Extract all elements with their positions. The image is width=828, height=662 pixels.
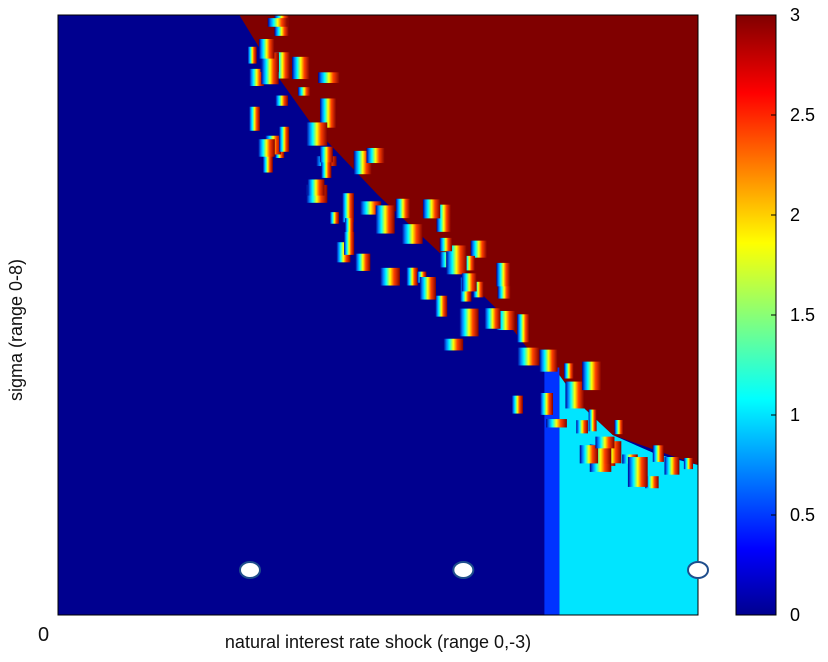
y-axis-label: sigma (range 0-8) xyxy=(6,258,26,402)
transition-cell xyxy=(540,393,554,415)
colorbar-tick-label: 3 xyxy=(790,5,801,25)
transition-cell xyxy=(614,420,624,435)
transition-cell xyxy=(422,199,441,219)
transition-cell xyxy=(446,245,467,275)
transition-cell xyxy=(576,420,588,434)
transition-cell xyxy=(297,87,311,96)
transition-cell xyxy=(582,361,602,391)
transition-cell xyxy=(249,68,265,86)
colorbar-tick-label: 1.5 xyxy=(790,305,816,325)
transition-cell xyxy=(262,149,273,173)
transition-cell xyxy=(579,445,599,464)
boundary-transition-cells xyxy=(247,15,694,489)
transition-cell xyxy=(511,395,523,414)
transition-cell xyxy=(342,193,354,223)
colorbar-tick-label: 2 xyxy=(790,205,801,225)
transition-cell xyxy=(565,381,585,409)
transition-cell xyxy=(459,308,479,337)
transition-cell xyxy=(279,126,290,152)
region-blue-column xyxy=(544,367,560,615)
transition-cell xyxy=(261,55,279,85)
transition-cell xyxy=(546,419,567,428)
colorbar xyxy=(735,14,777,616)
transition-cell xyxy=(645,476,659,489)
transition-cell xyxy=(664,457,680,475)
transition-cell xyxy=(247,46,257,64)
colorbar-tick-label: 0 xyxy=(790,605,801,625)
transition-cell xyxy=(517,314,530,343)
transition-cell xyxy=(401,224,423,244)
marker-point xyxy=(239,561,261,579)
transition-cell xyxy=(627,457,648,487)
transition-cell xyxy=(683,457,694,470)
transition-cell xyxy=(539,349,558,372)
transition-cell xyxy=(344,231,355,255)
transition-cell xyxy=(292,56,310,80)
transition-cell xyxy=(318,72,340,83)
transition-cell xyxy=(463,255,475,271)
transition-cell xyxy=(419,277,436,300)
colorbar-tick-label: 2.5 xyxy=(790,105,816,125)
transition-cell xyxy=(496,262,511,287)
marker-point xyxy=(687,561,709,579)
x-axis-label: natural interest rate shock (range 0,-3) xyxy=(224,632,532,652)
transition-cell xyxy=(321,149,332,178)
transition-cell xyxy=(588,409,597,432)
transition-cell xyxy=(595,436,615,449)
transition-cell xyxy=(517,347,540,366)
transition-cell xyxy=(329,212,340,224)
region-value-1 xyxy=(559,375,698,615)
colorbar-tick-label: 0.5 xyxy=(790,505,816,525)
plot-frame xyxy=(57,14,699,616)
transition-cell xyxy=(484,308,501,329)
marker-point xyxy=(452,561,475,579)
transition-cell xyxy=(380,267,400,286)
transition-cell xyxy=(375,205,395,234)
transition-cell xyxy=(366,147,385,164)
region-value-3 xyxy=(239,15,699,465)
transition-cell xyxy=(319,146,333,163)
transition-cell xyxy=(319,98,337,128)
origin-label: 0 xyxy=(38,624,50,646)
transition-cell xyxy=(439,237,453,252)
transition-cell xyxy=(395,198,411,219)
transition-cell xyxy=(258,38,275,59)
transition-cell xyxy=(564,363,574,379)
transition-cell xyxy=(470,240,487,258)
transition-cell xyxy=(344,218,354,235)
transition-cell xyxy=(306,122,328,146)
transition-cell xyxy=(307,179,325,196)
transition-cell xyxy=(443,338,464,351)
transition-cell xyxy=(496,310,516,331)
transition-cell xyxy=(406,267,418,286)
transition-cell xyxy=(249,106,260,131)
transition-cell xyxy=(435,295,448,317)
transition-cell xyxy=(258,139,275,157)
transition-cell xyxy=(355,253,371,271)
transition-cell xyxy=(652,445,664,462)
transition-cell xyxy=(461,273,477,292)
transition-cell xyxy=(497,285,511,299)
colorbar-tick-label: 1 xyxy=(790,405,801,425)
transition-cell xyxy=(267,18,288,27)
transition-cell xyxy=(275,95,289,106)
transition-cell xyxy=(473,281,484,298)
